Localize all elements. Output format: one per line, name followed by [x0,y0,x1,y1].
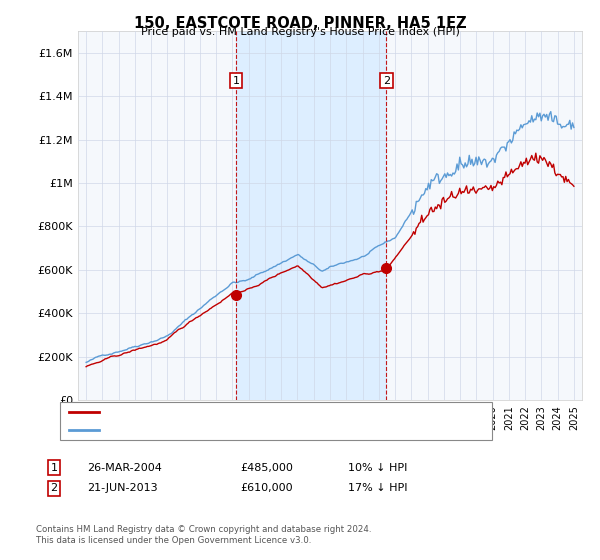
Text: 150, EASTCOTE ROAD, PINNER,  HA5 1EZ (detached house): 150, EASTCOTE ROAD, PINNER, HA5 1EZ (det… [105,407,430,417]
Text: 150, EASTCOTE ROAD, PINNER, HA5 1EZ: 150, EASTCOTE ROAD, PINNER, HA5 1EZ [134,16,466,31]
Text: HPI: Average price, detached house, Harrow: HPI: Average price, detached house, Harr… [105,425,347,435]
Text: 2: 2 [50,483,58,493]
Text: £485,000: £485,000 [240,463,293,473]
Text: 2: 2 [383,76,390,86]
Text: 10% ↓ HPI: 10% ↓ HPI [348,463,407,473]
Text: 1: 1 [50,463,58,473]
Text: 17% ↓ HPI: 17% ↓ HPI [348,483,407,493]
Text: 1: 1 [233,76,239,86]
Text: 26-MAR-2004: 26-MAR-2004 [87,463,162,473]
Text: £610,000: £610,000 [240,483,293,493]
Text: Price paid vs. HM Land Registry's House Price Index (HPI): Price paid vs. HM Land Registry's House … [140,27,460,37]
Text: Contains HM Land Registry data © Crown copyright and database right 2024.
This d: Contains HM Land Registry data © Crown c… [36,525,371,545]
Text: 21-JUN-2013: 21-JUN-2013 [87,483,158,493]
Bar [236,31,386,400]
